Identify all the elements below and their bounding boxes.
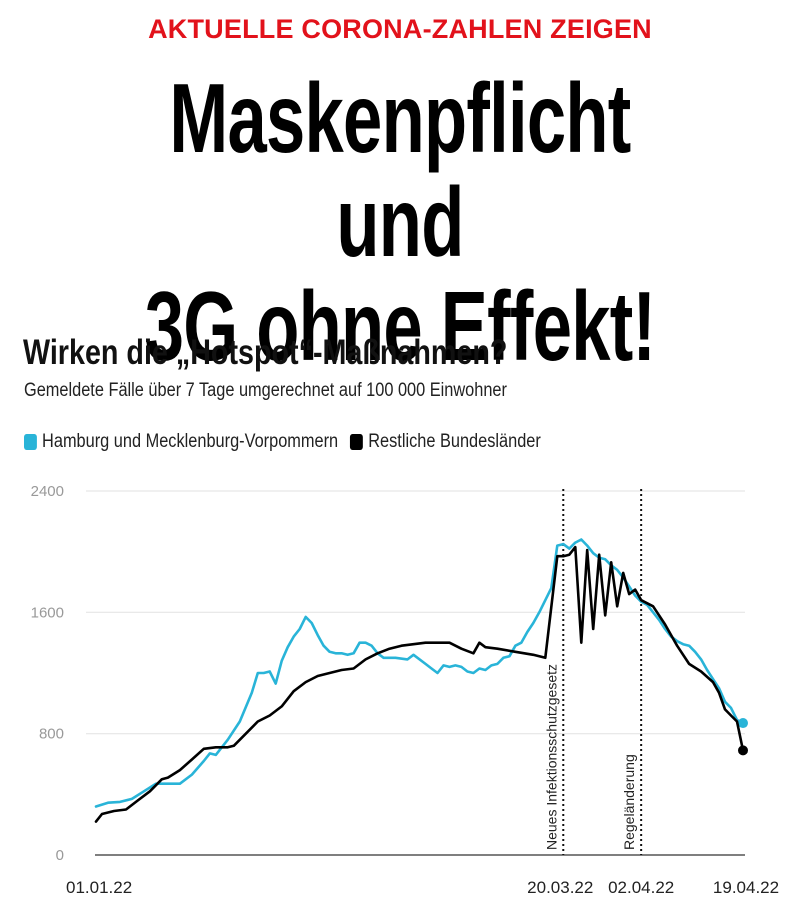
legend-swatch-black xyxy=(350,434,364,450)
article-kicker: AKTUELLE CORONA-ZAHLEN ZEIGEN xyxy=(148,14,652,44)
legend-label: Hamburg und Mecklenburg-Vorpommern xyxy=(42,431,339,452)
legend-label: Restliche Bundesländer xyxy=(368,431,541,452)
y-tick-label: 2400 xyxy=(31,483,64,500)
chart-title: Wirken die „Hotspot“-Maßnahmen? xyxy=(23,333,508,372)
chart-gridlines xyxy=(86,490,745,856)
line-chart: 0 800 1600 2400 Neues Infektionsschutzgeset… xyxy=(31,483,779,897)
y-tick-label: 1600 xyxy=(31,604,64,621)
headline-line-1: Maskenpflicht und xyxy=(169,63,631,277)
chart-legend: Hamburg und Mecklenburg-Vorpommern Restl… xyxy=(24,431,553,453)
series-line-rest xyxy=(94,545,745,823)
legend-swatch-cyan xyxy=(24,434,37,450)
x-tick-label: 19.04.22 xyxy=(713,878,779,897)
x-tick-label: 20.03.22 xyxy=(527,878,593,897)
annotation-label: Regeländerung xyxy=(621,754,637,850)
legend-item-hamburg-mv: Hamburg und Mecklenburg-Vorpommern xyxy=(24,431,338,453)
article-headline: Maskenpflicht und 3G ohne Effekt! xyxy=(112,66,688,378)
endpoint-marker-black xyxy=(738,745,748,756)
headline-line-2: 3G ohne Effekt! xyxy=(144,271,656,381)
x-tick-label: 02.04.22 xyxy=(608,878,674,897)
chart-annotations: Neues Infektionsschutzgesetz Regeländerun… xyxy=(543,489,643,855)
y-axis-labels: 0 800 1600 2400 xyxy=(31,483,64,864)
chart-subtitle: Gemeldete Fälle über 7 Tage umgerechnet … xyxy=(24,380,507,401)
x-tick-label: 01.01.22 xyxy=(66,878,132,897)
series-line-hamburg-mv xyxy=(94,538,745,808)
y-tick-label: 800 xyxy=(39,726,64,743)
annotation-label: Neues Infektionsschutzgesetz xyxy=(543,664,559,850)
endpoint-marker-cyan xyxy=(738,718,748,729)
x-axis-labels: 01.01.22 20.03.22 02.04.22 19.04.22 xyxy=(66,878,779,897)
legend-item-rest: Restliche Bundesländer xyxy=(350,431,541,453)
y-tick-label: 0 xyxy=(56,847,64,864)
chart-series xyxy=(94,538,748,823)
